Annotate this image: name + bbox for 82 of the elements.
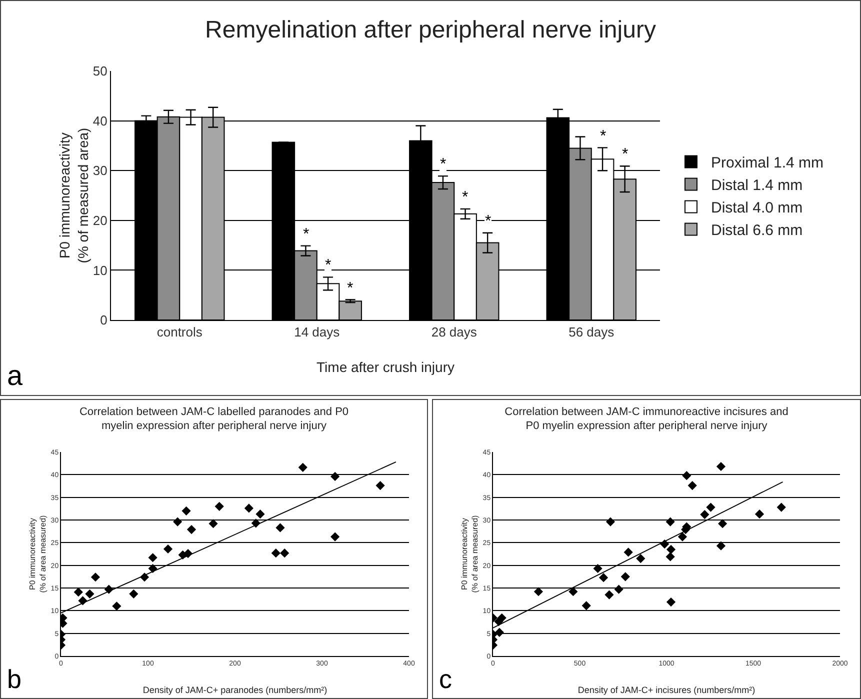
data-label: *	[622, 146, 628, 163]
point	[700, 510, 710, 520]
point	[163, 544, 173, 554]
point	[148, 553, 158, 562]
point	[90, 572, 100, 582]
chart-title: Remyelination after peripheral nerve injury	[205, 16, 656, 44]
point	[208, 519, 218, 528]
y-tick-label: 30	[92, 163, 108, 178]
x-axis-title: Density of JAM-C+ paranodes (numbers/mm²)	[142, 685, 328, 695]
legend-label: Distal 6.6 mm	[710, 222, 803, 240]
x-axis-title: Density of JAM-C+ incisures (numbers/mm²)	[578, 685, 756, 695]
point	[593, 564, 602, 574]
point	[280, 548, 290, 558]
point	[276, 523, 285, 532]
x-axis-title: Time after crush injury	[316, 359, 454, 375]
point	[754, 510, 764, 519]
data-label: *	[440, 156, 446, 173]
point	[582, 601, 591, 610]
point	[614, 584, 624, 594]
point	[620, 572, 630, 582]
point	[666, 552, 675, 562]
point	[330, 472, 340, 482]
point	[298, 462, 308, 472]
y-tick-label: 20	[92, 212, 108, 228]
y-tick-label: 0	[100, 312, 108, 328]
point	[716, 462, 726, 472]
y-axis-title: P0 immunoreactivity (% of measured area)	[56, 128, 91, 264]
point	[606, 517, 616, 526]
point	[244, 504, 254, 513]
data-label: *	[325, 257, 332, 274]
legend-label: Distal 4.0 mm	[710, 200, 803, 217]
point	[666, 544, 676, 554]
point	[74, 588, 83, 597]
point	[330, 532, 340, 542]
point	[776, 502, 786, 512]
point	[624, 548, 633, 557]
legend-label: Proximal 1.4 mm	[710, 154, 824, 172]
point	[129, 589, 138, 598]
point	[568, 587, 578, 596]
chart-title: Correlation between JAM-C labelled paranodes and P0 myelin expression after peripheral nerve injury	[79, 406, 349, 432]
point	[598, 573, 608, 582]
data-label: *	[462, 189, 468, 206]
point	[706, 502, 716, 512]
data-label: *	[600, 128, 606, 145]
point	[666, 598, 676, 607]
point	[494, 628, 504, 637]
point	[716, 541, 726, 550]
point	[718, 519, 728, 528]
point	[534, 587, 544, 596]
point	[376, 481, 385, 490]
y-tick-label: 10	[92, 262, 108, 278]
point	[112, 602, 122, 611]
text: b	[7, 664, 22, 694]
y-tick-label: 40	[92, 113, 108, 128]
x-tick-label: 56 days	[568, 324, 615, 340]
y-tick-label: 50	[92, 64, 108, 79]
point	[173, 517, 182, 526]
legend-label: Distal 1.4 mm	[710, 177, 803, 194]
point	[214, 502, 224, 511]
y-axis-title: P0 immunoreactivity (% of area measured)	[460, 514, 480, 593]
point	[182, 506, 191, 516]
point	[256, 510, 265, 519]
point	[666, 517, 675, 526]
point	[271, 548, 280, 558]
point	[678, 532, 688, 542]
chart-title: Correlation between JAM-C immunoreactive incisures and P0 myelin expression after peripheral nerve injury	[504, 406, 788, 432]
point	[186, 524, 196, 534]
text: a	[7, 360, 23, 391]
point	[636, 554, 646, 564]
x-tick-label: controls	[156, 324, 203, 340]
point	[604, 590, 614, 600]
point	[682, 471, 692, 480]
data-label: *	[485, 213, 492, 230]
data-label: *	[303, 226, 310, 243]
x-tick-label: 28 days	[431, 324, 478, 340]
x-tick-label: 14 days	[294, 324, 340, 340]
point	[85, 589, 94, 598]
point	[497, 613, 506, 622]
data-label: *	[347, 280, 354, 297]
y-axis-title: P0 immunoreactivity (% of area measured)	[28, 514, 48, 593]
text: c	[439, 664, 452, 694]
point	[688, 481, 697, 490]
